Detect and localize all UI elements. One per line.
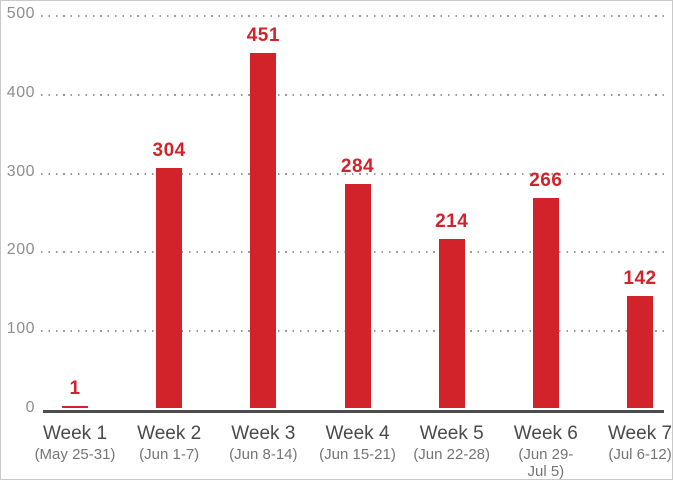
x-axis-category-label: Week 2 xyxy=(137,423,202,444)
bar-value-label: 142 xyxy=(623,268,657,289)
bar-value-label: 304 xyxy=(152,140,186,161)
gridline-500 xyxy=(41,15,666,17)
x-axis-category-label: Week 3 xyxy=(231,423,296,444)
y-axis-tick-label: 0 xyxy=(25,399,35,416)
x-axis-category-label: Week 5 xyxy=(419,423,484,444)
x-axis-category-sublabel: (Jun 15-21) xyxy=(319,446,396,463)
x-axis-category-label: Week 1 xyxy=(42,423,108,444)
bar-value-label: 1 xyxy=(69,378,81,399)
bar-week-5 xyxy=(438,239,465,408)
y-axis-tick-label: 300 xyxy=(6,162,35,180)
y-axis-tick-label: 200 xyxy=(6,241,35,259)
bar-week-7 xyxy=(627,296,654,408)
gridline-300 xyxy=(41,172,666,175)
bar-week-4 xyxy=(344,184,371,408)
bar-week-2 xyxy=(156,168,183,408)
x-axis-category-label: Week 7 xyxy=(607,423,673,444)
x-axis-category-sublabel: (Jul 6-12) xyxy=(608,446,672,463)
bar-value-label: 266 xyxy=(529,170,563,191)
bar-week-3 xyxy=(250,53,277,408)
x-axis-category-sublabel: (May 25-31) xyxy=(34,446,116,463)
bar-week-1 xyxy=(62,406,88,408)
bar-week-6 xyxy=(532,198,559,408)
x-axis-category-label: Week 4 xyxy=(325,423,390,444)
bar-value-label: 284 xyxy=(340,156,375,177)
x-axis-category-label: Week 6 xyxy=(513,423,578,444)
bar-value-label: 451 xyxy=(246,25,280,46)
x-axis-line xyxy=(43,410,664,413)
x-axis-category-sublabel: (Jun 22-28) xyxy=(413,446,491,463)
x-axis-category-sublabel: (Jun 1-7) xyxy=(139,446,200,463)
x-axis-category-sublabel: (Jun 29- Jul 5) xyxy=(518,446,574,480)
bar-value-label: 214 xyxy=(435,211,469,232)
y-axis-tick-label: 500 xyxy=(6,5,35,22)
y-axis-tick-label: 400 xyxy=(6,83,35,101)
gridline-400 xyxy=(41,93,666,96)
x-axis-category-sublabel: (Jun 8-14) xyxy=(229,446,298,463)
y-axis-tick-label: 100 xyxy=(6,320,35,338)
